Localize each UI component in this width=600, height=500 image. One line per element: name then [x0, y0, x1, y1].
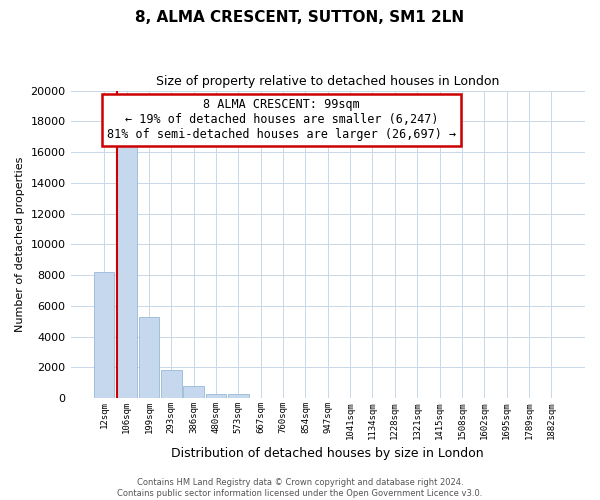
Title: Size of property relative to detached houses in London: Size of property relative to detached ho…	[156, 75, 499, 88]
Text: 8, ALMA CRESCENT, SUTTON, SM1 2LN: 8, ALMA CRESCENT, SUTTON, SM1 2LN	[136, 10, 464, 25]
Text: Contains HM Land Registry data © Crown copyright and database right 2024.
Contai: Contains HM Land Registry data © Crown c…	[118, 478, 482, 498]
Bar	[94, 272, 115, 398]
X-axis label: Distribution of detached houses by size in London: Distribution of detached houses by size …	[172, 447, 484, 460]
Bar	[116, 143, 137, 399]
Text: 8 ALMA CRESCENT: 99sqm
← 19% of detached houses are smaller (6,247)
81% of semi-: 8 ALMA CRESCENT: 99sqm ← 19% of detached…	[107, 98, 456, 141]
Bar	[161, 370, 182, 398]
Bar	[228, 394, 248, 398]
Y-axis label: Number of detached properties: Number of detached properties	[15, 156, 25, 332]
Bar	[206, 394, 226, 398]
Bar	[139, 316, 159, 398]
Bar	[184, 386, 204, 398]
